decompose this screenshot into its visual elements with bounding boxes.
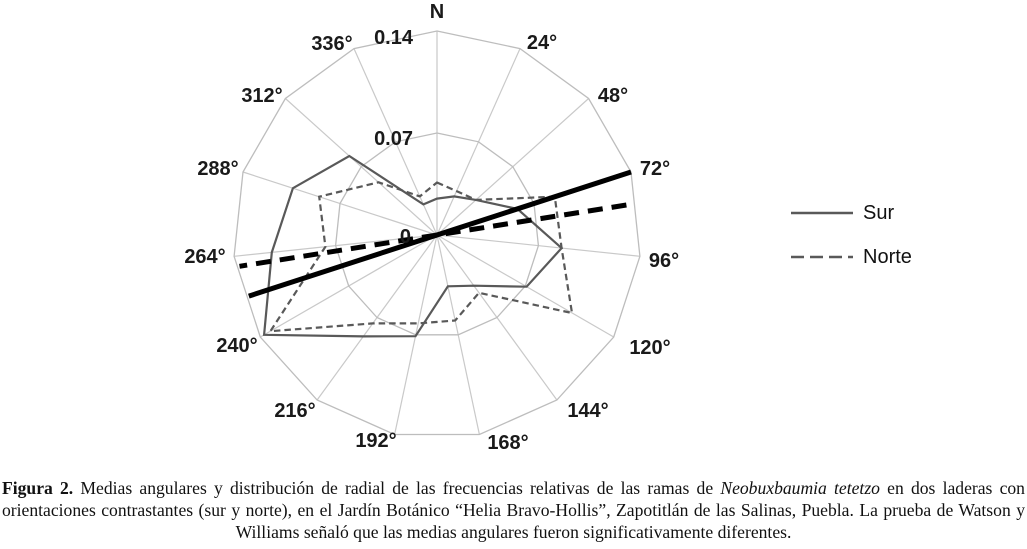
angle-label-288: 288° bbox=[197, 158, 238, 180]
caption-segment: Figura 2. bbox=[2, 478, 74, 498]
legend-item-norte: Norte bbox=[790, 245, 912, 269]
angle-label-N: N bbox=[430, 1, 444, 23]
legend-solid-line-swatch bbox=[791, 211, 853, 215]
grid-ring bbox=[334, 132, 540, 336]
caption-segment: Neobuxbaumia tetetzo bbox=[720, 478, 880, 498]
figure-caption: Figura 2. Medias angulares y distribució… bbox=[0, 477, 1027, 543]
angle-label-216: 216° bbox=[274, 400, 315, 422]
legend-dashed-line-swatch bbox=[791, 255, 853, 259]
mean-line-sur bbox=[248, 169, 632, 299]
angle-label-264: 264° bbox=[184, 246, 225, 268]
radar-chart: N 24° 48° 72° 96° 120° 144° 168° 192° 216° 240° 264… bbox=[184, 1, 679, 454]
series-norte-polygon bbox=[268, 181, 574, 333]
legend-item-sur: Sur bbox=[790, 201, 912, 225]
legend-label-sur: Sur bbox=[863, 201, 895, 224]
angle-label-120: 120° bbox=[629, 337, 670, 359]
angle-label-240: 240° bbox=[216, 335, 257, 357]
angle-label-336: 336° bbox=[311, 33, 352, 55]
radial-tick-label-0.14: 0.14 bbox=[374, 27, 414, 49]
angle-label-96: 96° bbox=[649, 250, 679, 272]
legend-label-norte: Norte bbox=[863, 245, 912, 268]
chart-legend: Sur Norte bbox=[790, 201, 912, 289]
series-sur-polygon bbox=[262, 154, 564, 338]
angle-label-312: 312° bbox=[241, 85, 282, 107]
angle-label-48: 48° bbox=[598, 85, 628, 107]
caption-segment: en dos laderas con orientaciones contras… bbox=[2, 478, 1025, 542]
angle-label-192: 192° bbox=[355, 430, 396, 452]
angle-label-168: 168° bbox=[487, 432, 528, 454]
caption-segment: Medias angulares y distribución de radia… bbox=[73, 478, 721, 498]
angle-label-24: 24° bbox=[527, 32, 557, 54]
mean-line-norte bbox=[239, 202, 627, 269]
angle-label-72: 72° bbox=[640, 158, 670, 180]
radial-tick-label-0.07: 0.07 bbox=[374, 128, 413, 150]
grid-ring bbox=[233, 30, 641, 436]
angle-label-144: 144° bbox=[567, 400, 608, 422]
radial-tick-label-0: 0 bbox=[400, 226, 411, 248]
